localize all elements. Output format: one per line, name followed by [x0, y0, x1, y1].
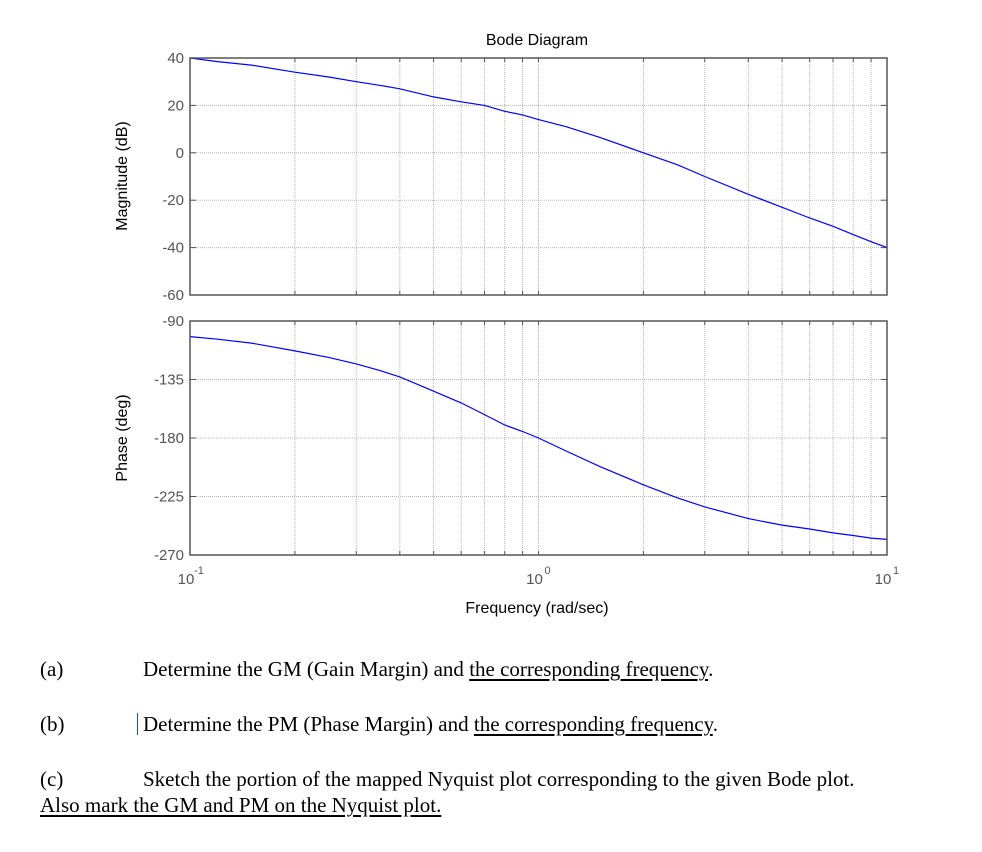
y-tick-label: -180: [154, 430, 184, 447]
question-c-text: Sketch the portion of the mapped Nyquist…: [143, 767, 855, 791]
y-tick-label: 20: [167, 97, 184, 114]
phase-ylabel: Phase (deg): [114, 394, 131, 481]
phase-frame: [189, 320, 888, 556]
y-tick-label: -90: [162, 313, 184, 330]
phase-subplot: -90 -135 -180 -225 -270 Phase (deg): [114, 313, 888, 564]
bode-diagram: Bode Diagram 40 20 0 -20 -40 -60 Magnitude (d…: [114, 32, 899, 617]
y-tick-label: -135: [154, 372, 184, 389]
y-tick-label: -20: [162, 192, 184, 209]
question-a-label: (a): [40, 657, 64, 681]
magnitude-curve: [189, 57, 888, 249]
text-cursor: [137, 713, 138, 735]
x-tick-label: 10: [178, 571, 195, 588]
x-tick-exponent: 1: [893, 565, 899, 577]
question-a-underlined: the corresponding frequency: [469, 657, 709, 681]
phase-y-ticks: -90 -135 -180 -225 -270: [154, 313, 184, 564]
magnitude-y-ticks: 40 20 0 -20 -40 -60: [162, 50, 184, 304]
x-tick-label: 10: [875, 571, 892, 588]
y-tick-label: -270: [154, 547, 184, 564]
question-c-label: (c): [40, 767, 64, 791]
x-tick-exponent: 0: [544, 565, 550, 577]
y-tick-label: 0: [176, 145, 184, 162]
y-tick-label: -60: [162, 287, 184, 304]
magnitude-subplot: 40 20 0 -20 -40 -60 Magnitude (dB): [114, 50, 888, 304]
x-tick-exponent: -1: [194, 565, 204, 577]
y-tick-label: 40: [167, 50, 184, 67]
question-c-line2: Also mark the GM and PM on the Nyquist p…: [40, 793, 442, 817]
x-axis-label: Frequency (rad/sec): [465, 600, 608, 617]
question-b-text: Determine the PM (Phase Margin) and: [143, 712, 474, 736]
y-tick-label: -225: [154, 489, 184, 506]
phase-curve: [189, 336, 888, 540]
chart-title: Bode Diagram: [486, 32, 588, 49]
x-tick-label: 10: [526, 571, 543, 588]
question-b-label: (b): [40, 712, 65, 736]
magnitude-ylabel: Magnitude (dB): [114, 121, 131, 230]
magnitude-grid: [190, 57, 887, 296]
question-a-text: Determine the GM (Gain Margin) and: [143, 657, 470, 681]
y-tick-label: -40: [162, 240, 184, 257]
question-b-underlined: the corresponding frequency: [473, 712, 713, 736]
magnitude-frame: [189, 57, 888, 296]
x-tick-labels: 10 -1 10 0 10 1: [178, 565, 899, 588]
